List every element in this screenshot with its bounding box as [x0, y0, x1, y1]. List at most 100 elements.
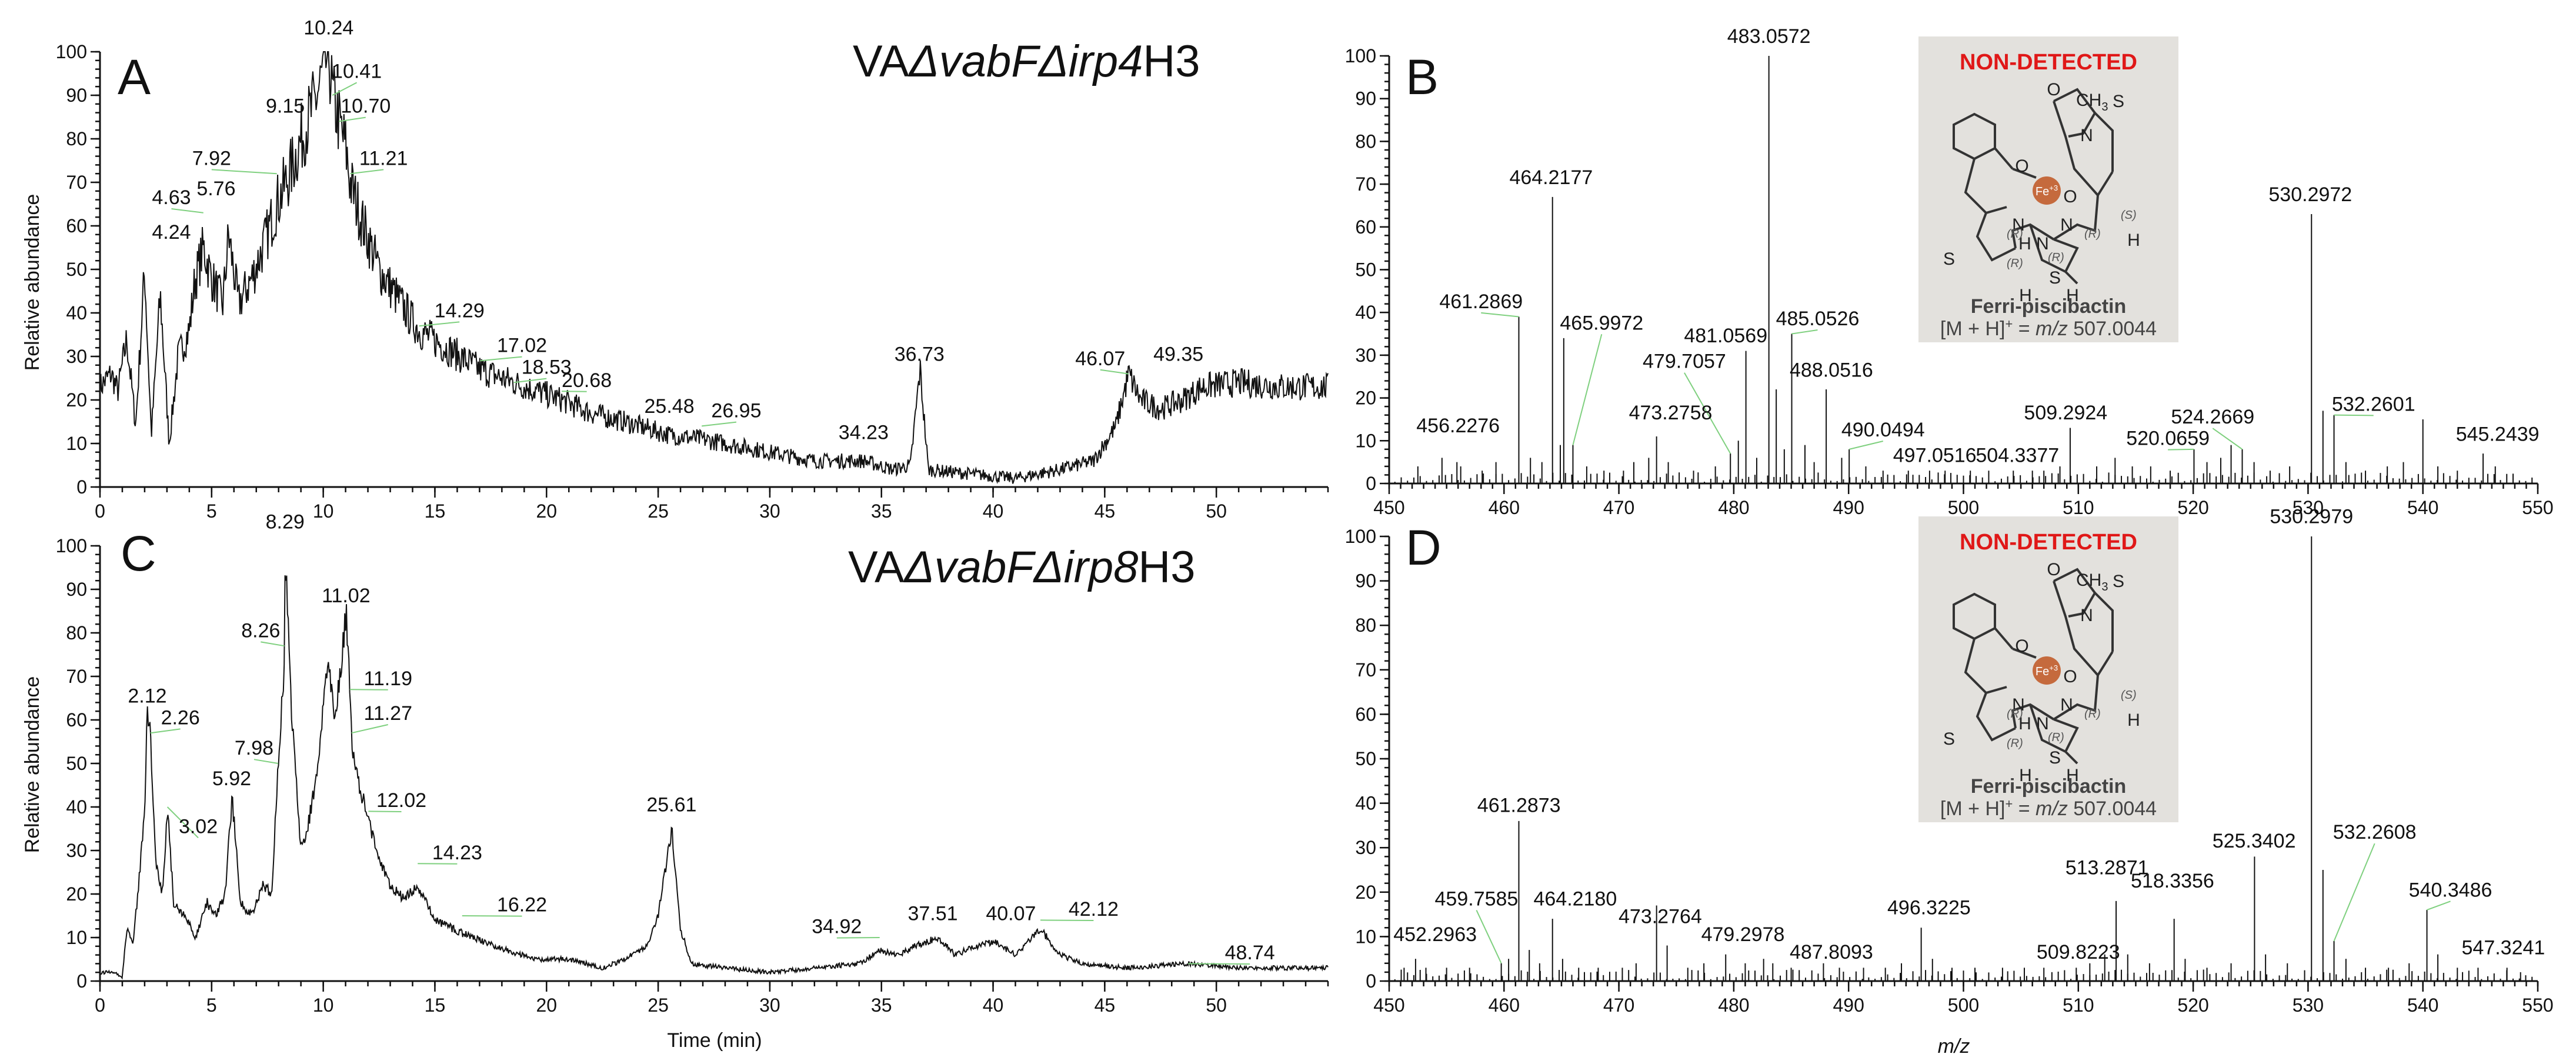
x-tick-label: 540 [2407, 497, 2438, 518]
atom-symbol: H [2127, 231, 2140, 250]
y-tick-label: 20 [1355, 388, 1376, 409]
y-tick-label: 10 [66, 927, 87, 948]
peak-leader-line [339, 116, 366, 122]
peak-leader-line [166, 806, 199, 839]
peak-leader-line [351, 724, 388, 734]
stereo-descriptor: (R) [2048, 251, 2064, 264]
compound-mass: [M + H]+ = m/z 507.0044 [1940, 316, 2157, 340]
peak-label: 464.2180 [1533, 888, 1617, 910]
atom-symbol: H [2127, 711, 2140, 730]
compound-name: Ferri-piscibactin [1971, 775, 2127, 798]
iron-atom [2033, 176, 2061, 205]
peak-leader-line [171, 208, 203, 214]
peak-label: 481.0569 [1684, 325, 1767, 347]
atom-symbol: H N [2018, 714, 2049, 733]
panel-b-mass-spectrum: 450 460 470 480 490 500 510 520 530 540 550 0 10 20 30… [1345, 25, 2554, 518]
panel-c-y-axis-title: Relative abundance [21, 676, 44, 853]
peak-leader-line [1481, 312, 1519, 318]
peak-label: 524.2669 [2171, 406, 2254, 428]
x-tick-label: 490 [1833, 995, 1864, 1016]
x-tick-label: 15 [425, 501, 446, 522]
panel-c-letter: C [121, 526, 156, 581]
compound-mass: [M + H]+ = m/z 507.0044 [1940, 796, 2157, 820]
panel-b-letter: B [1406, 49, 1439, 105]
stereo-descriptor: (R) [2007, 708, 2023, 721]
peak-label: 20.68 [562, 369, 612, 392]
peak-label: 14.23 [432, 842, 482, 864]
peak-label: 473.2758 [1629, 402, 1713, 424]
atom-symbol: S [2049, 748, 2061, 768]
x-tick-label: 20 [536, 995, 557, 1016]
peak-label: 11.27 [363, 702, 412, 725]
peak-label: 3.02 [179, 815, 218, 838]
x-tick-label: 35 [871, 501, 892, 522]
peak-label: 532.2608 [2333, 821, 2417, 843]
panel-c-x-axis-title: Time (min) [667, 1029, 762, 1052]
x-tick-label: 50 [1206, 501, 1227, 522]
peak-label: 530.2979 [2270, 505, 2353, 528]
peak-label: 10.41 [332, 60, 382, 82]
peak-label: 16.22 [497, 894, 547, 916]
peak-leader-line [1684, 372, 1731, 454]
y-tick-label: 30 [66, 840, 87, 861]
atom-symbol: S [1943, 729, 1955, 749]
y-tick-label: 40 [1355, 302, 1376, 323]
methyl-group-label: CH3 [2076, 91, 2108, 114]
y-tick-label: 30 [1355, 345, 1376, 366]
peak-label: 459.7585 [1435, 888, 1519, 910]
peak-leader-line [702, 421, 737, 427]
peak-leader-line [349, 689, 388, 691]
molecule-bonds [1964, 88, 2114, 285]
peak-leader-line [1848, 441, 1884, 450]
peak-label: 483.0572 [1727, 25, 1811, 48]
peak-label: 547.3241 [2462, 937, 2545, 959]
stereo-descriptor: (R) [2084, 228, 2101, 241]
y-tick-label: 0 [76, 476, 87, 498]
y-tick-label: 40 [66, 796, 87, 818]
peak-leader-line [211, 169, 277, 175]
stereo-descriptor: (S) [2121, 209, 2137, 222]
y-tick-label: 50 [1355, 748, 1376, 769]
y-tick-label: 90 [66, 85, 87, 106]
y-tick-label: 90 [1355, 571, 1376, 592]
y-tick-label: 10 [1355, 430, 1376, 451]
x-tick-label: 5 [206, 501, 217, 522]
peak-label: 14.29 [435, 299, 485, 322]
x-tick-label: 20 [536, 501, 557, 522]
atom-symbol: O [2015, 156, 2028, 176]
x-tick-label: 460 [1489, 497, 1520, 518]
compound-name: Ferri-piscibactin [1971, 295, 2127, 318]
panel-d-peak-labels: 530.2979 461.2873 525.3402 532.2608 459.7585… [1393, 505, 2545, 963]
peak-label: 7.98 [235, 737, 273, 759]
stereo-descriptor: (S) [2121, 689, 2137, 702]
y-tick-label: 10 [66, 433, 87, 454]
atom-symbol: H [2019, 286, 2032, 305]
panel-a-trace [99, 51, 1329, 484]
atom-symbol: S [1943, 249, 1955, 269]
peak-label: 8.29 [266, 511, 305, 533]
y-tick-label: 100 [56, 535, 87, 556]
panel-c-trace [99, 575, 1329, 980]
y-tick-label: 10 [1355, 926, 1376, 947]
peak-leader-line [1188, 963, 1250, 965]
y-tick-label: 50 [1355, 259, 1376, 281]
y-tick-label: 20 [1355, 882, 1376, 903]
x-tick-label: 10 [313, 501, 334, 522]
peak-label: 10.70 [341, 95, 391, 118]
y-tick-label: 60 [1355, 216, 1376, 238]
x-tick-label: 520 [2177, 995, 2208, 1016]
y-tick-label: 80 [1355, 131, 1376, 152]
peak-label: 7.92 [192, 147, 231, 169]
peak-label: 11.02 [322, 585, 371, 607]
x-tick-label: 470 [1603, 497, 1634, 518]
peak-label: 4.24 [152, 221, 191, 244]
peak-label: 461.2869 [1439, 291, 1523, 313]
peak-label: 479.2978 [1701, 923, 1785, 946]
peak-label: 17.02 [497, 335, 547, 357]
peak-label: 46.07 [1075, 348, 1125, 370]
atom-symbol: N [2060, 215, 2073, 235]
peak-label: 26.95 [711, 400, 761, 422]
x-tick-label: 500 [1948, 497, 1979, 518]
